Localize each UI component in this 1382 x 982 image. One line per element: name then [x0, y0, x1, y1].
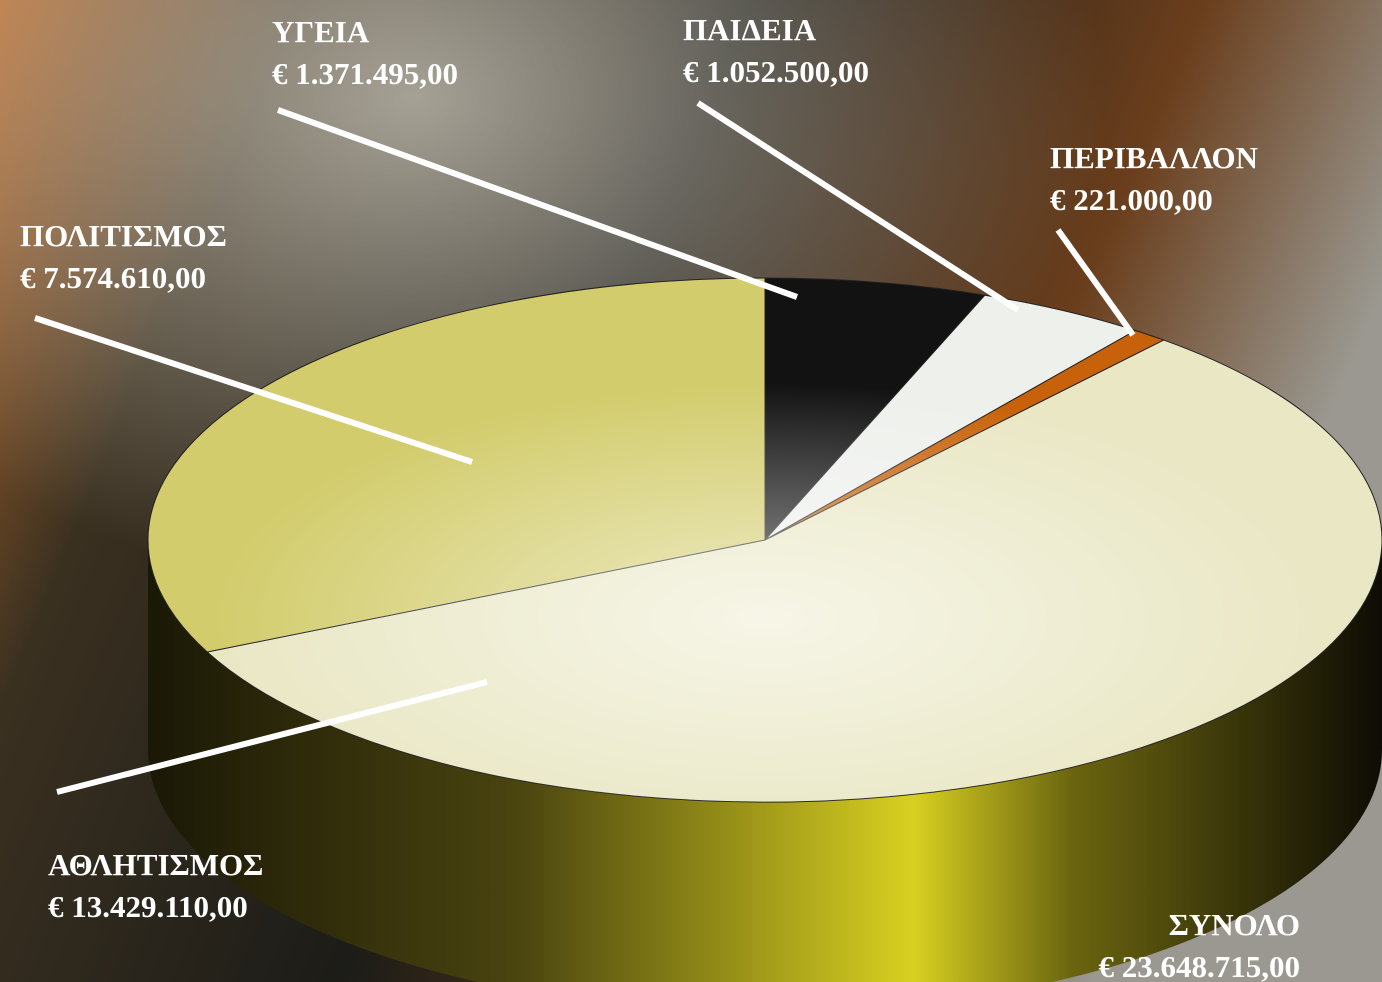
slice-value-label: € 221.000,00	[1050, 182, 1213, 217]
slice-value-label: € 1.052.500,00	[683, 54, 869, 89]
leader-line	[696, 100, 1020, 313]
slice-value-label: € 1.371.495,00	[272, 56, 458, 91]
pie-side	[148, 540, 1382, 982]
slice-label: ΠΕΡΙΒΑΛΛΟΝ	[1050, 140, 1258, 175]
slice-label: ΑΘΛΗΤΙΣΜΟΣ	[48, 847, 263, 882]
slice-label: ΥΓΕΙΑ	[272, 14, 370, 49]
leader-line	[34, 315, 473, 465]
slice-label: ΠΟΛΙΤΙΣΜΟΣ	[20, 218, 227, 253]
total-label: ΣΥΝΟΛΟ	[1169, 907, 1300, 942]
total-value: € 23.648.715,00	[1099, 949, 1301, 982]
slice-value-label: € 13.429.110,00	[48, 889, 248, 924]
labels: ΣΥΝΟΛΟ € 23.648.715,00 ΥΓΕΙΑ € 1.371.495,…	[20, 12, 1300, 982]
pie	[147, 277, 1382, 982]
slice-value-label: € 7.574.610,00	[20, 260, 206, 295]
leader-line	[1055, 228, 1136, 337]
slice-label: ΠΑΙΔΕΙΑ	[683, 12, 817, 47]
leader-line	[56, 679, 488, 795]
leader-line	[276, 107, 799, 300]
